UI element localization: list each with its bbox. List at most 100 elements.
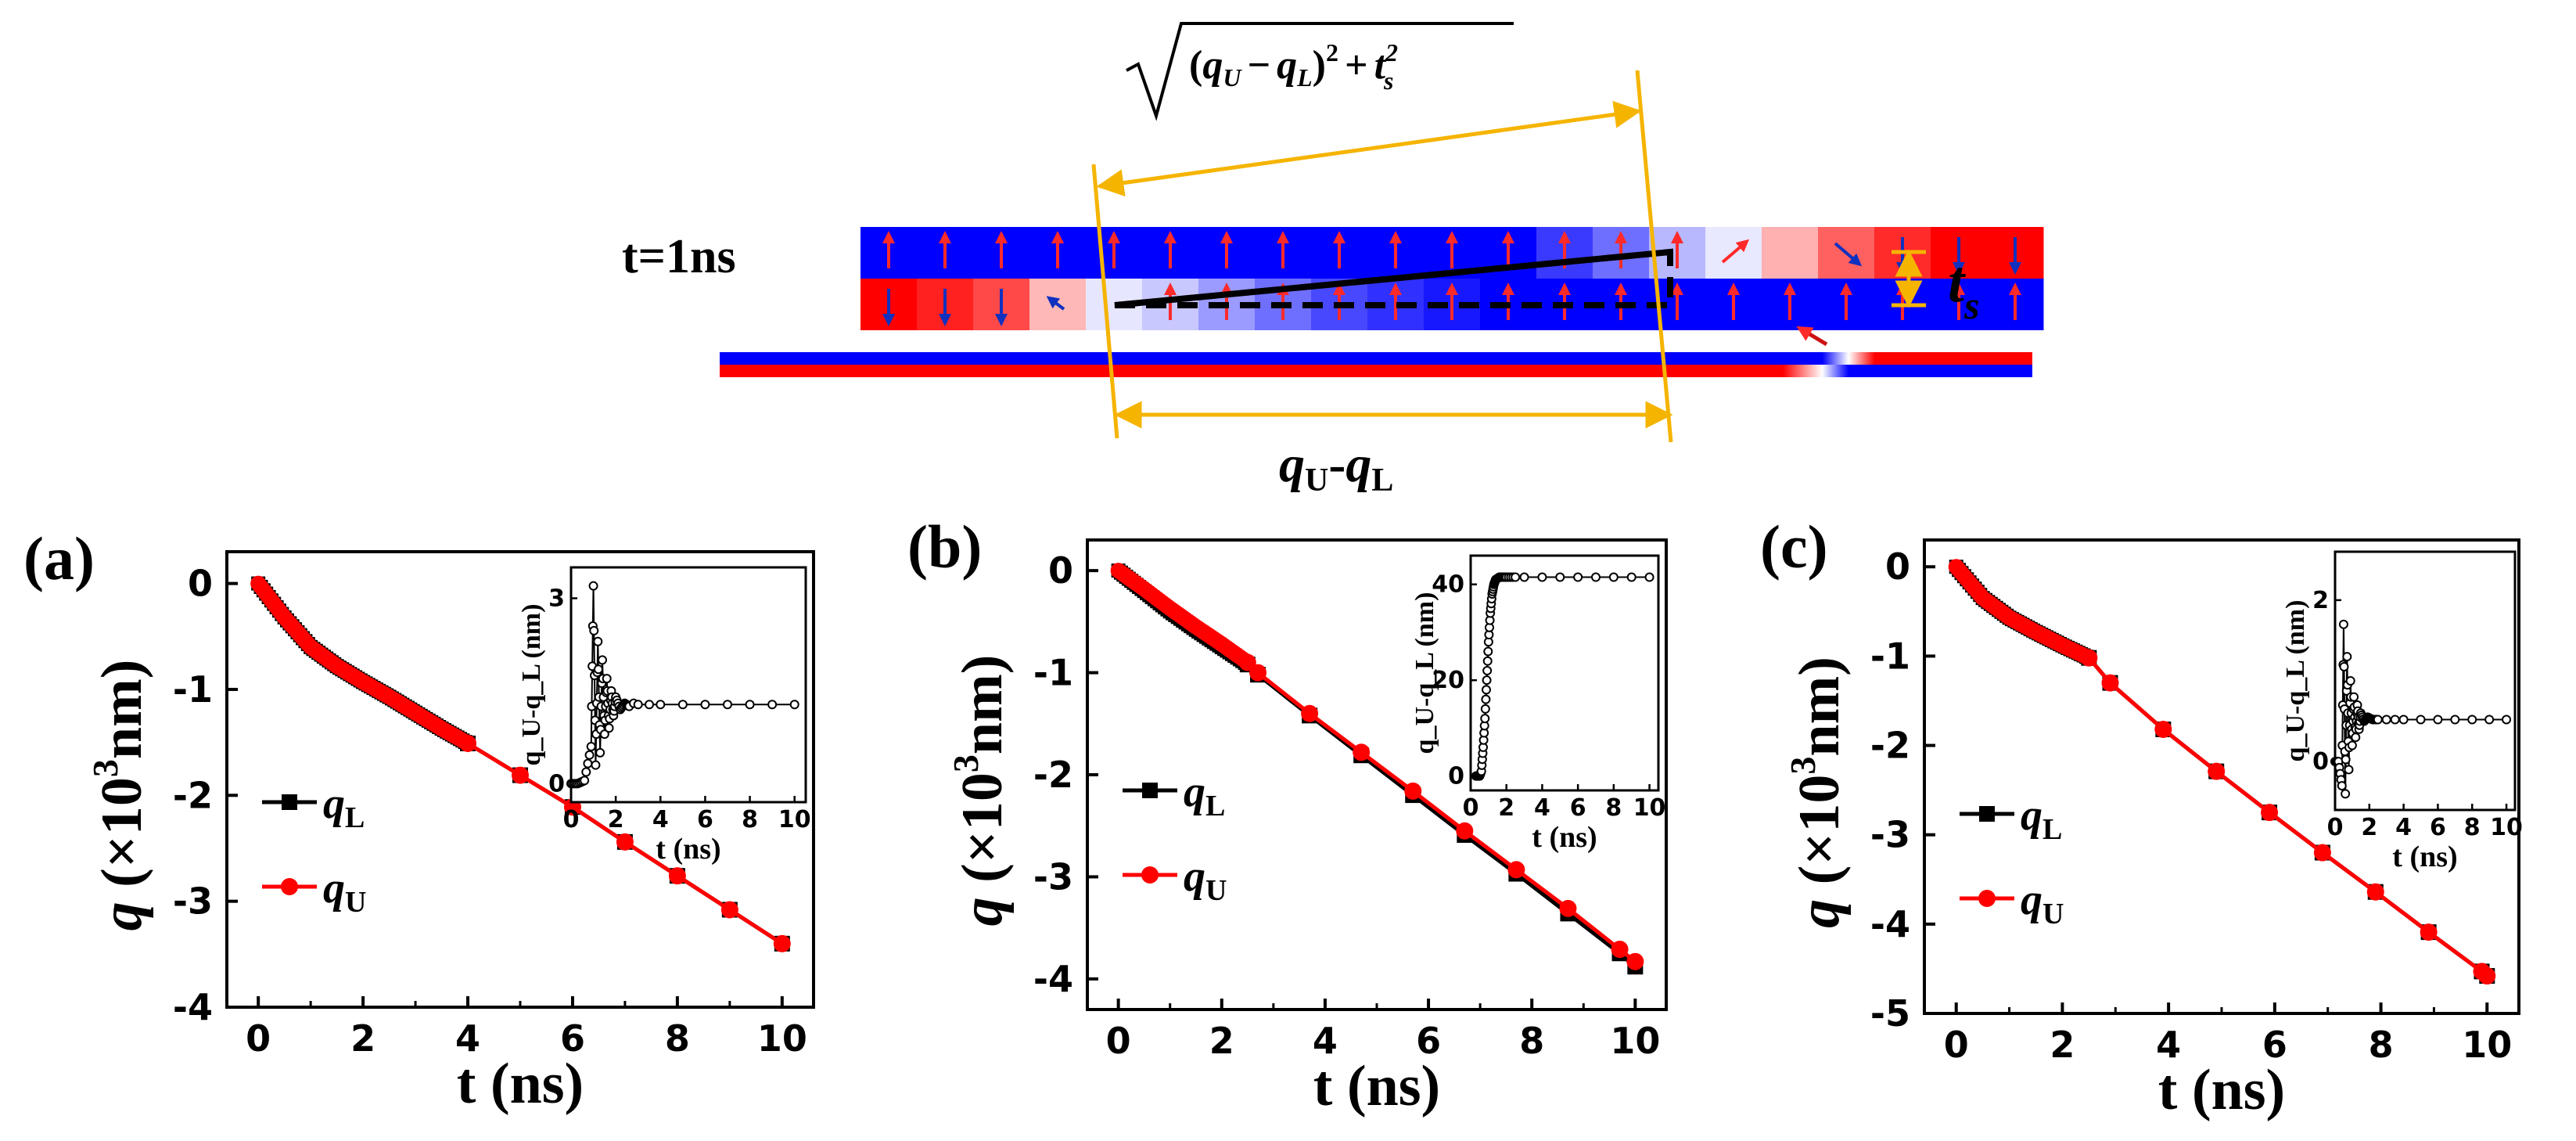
inset-x-tick-label: 10 [1633,794,1666,822]
inset-data-point [2341,754,2351,765]
inset-x-tick-label: 4 [652,806,669,833]
inset-x-tick-label: 0 [1463,794,1479,822]
legend-label: qL [2021,791,2062,846]
inset-data-point [1626,572,1636,582]
inset-data-point [2373,714,2383,725]
inset-data-point [2381,714,2391,725]
inset-chart: 0 2 4 6 8 10 0 3 t (ns) q_U-q_L (nm) [517,566,811,866]
inset-data-point [645,700,654,710]
inset-data-point [1573,572,1583,582]
legend-sub: U [345,886,366,919]
inset-data-point [602,674,612,684]
data-point-qU [1404,782,1422,800]
data-point-qU [1301,704,1319,722]
legend-q: q [1184,768,1205,816]
inset-data-point [2433,714,2443,725]
inset-y-tick-label: 0 [2312,748,2329,776]
inset-data-point [2345,676,2355,686]
legend-sub: U [1205,874,1227,907]
legend-q: q [323,779,345,828]
panel-label: (c) [1760,513,1828,581]
inset-data-point [677,700,688,710]
inset-data-point [2344,765,2354,775]
inset-x-tick-label: 8 [1605,794,1622,822]
moment-arrow-icon [1834,242,1863,267]
inset-data-point [583,758,593,768]
data-point-qU [2080,649,2098,667]
inset-data-point [723,700,732,710]
inset-x-label: t (ns) [1532,821,1597,854]
data-point-qU [1626,952,1644,970]
y-tick-label: -3 [173,880,213,923]
position-pointer-arrow [1796,326,1828,347]
y-label-tail: nm) [1787,657,1852,756]
data-point-qU [616,833,634,851]
data-point-qU [1249,664,1267,682]
inset-y-tick-label: 0 [548,770,565,797]
x-tick-label: 2 [1209,1020,1234,1062]
y-tick-label: -3 [1033,855,1073,898]
inset-data-point [591,760,601,770]
y-label-q: q [90,887,154,931]
inset-data-point [1482,656,1493,666]
inset-data-point [2341,789,2351,799]
dashed-triangle [1114,248,1673,308]
panel-label: (b) [907,513,982,581]
inset-data-point [593,636,603,646]
inset-x-tick-label: 6 [2430,814,2446,841]
inset-data-point [1482,665,1493,675]
panel-c: (c)0 2 4 6 8 100-1-2-3-4-5t (ns)q (×103nm)qLq… [1760,513,2523,1122]
x-tick-label: 10 [1610,1020,1660,1062]
y-tick-label: -1 [1033,652,1073,694]
inset-data-point [2398,714,2409,725]
inset-x-tick-label: 2 [1498,794,1514,822]
legend-q: q [2021,876,2042,924]
inset-data-point [594,664,603,675]
inset-data-point [2502,714,2512,725]
x-tick-label: 6 [1416,1020,1441,1062]
data-point-qU [1507,861,1525,879]
data-point-qU [2366,883,2384,901]
y-tick-label: -2 [173,774,213,816]
data-point-qU [720,901,738,919]
legend-marker [282,794,297,810]
data-point-qU [2154,721,2172,738]
x-tick-label: 6 [2262,1024,2287,1066]
y-axis-label: q (×103nm) [946,655,1015,927]
inset-data-point [1519,572,1529,582]
legend-marker [1979,806,1995,822]
data-point-qU [1611,941,1629,959]
inset-data-point [2484,714,2495,725]
inset-data-point [1644,572,1654,582]
y-tick-label: -2 [1033,754,1073,796]
x-tick-label: 4 [2156,1024,2181,1066]
x-tick-label: 0 [1944,1024,1969,1066]
x-tick-label: 4 [455,1017,480,1060]
inset-data-point [2339,661,2349,671]
y-tick-label: 0 [188,563,213,605]
inset-data-point [656,700,666,710]
svg-text:(qU−qL)2+t2s: (qU − qL)2 + t2 s [1189,38,1398,95]
y-label-q: q [1787,884,1852,928]
hypotenuse-arrow [1096,101,1642,196]
inset-data-point [2349,692,2359,702]
x-tick-label: 8 [2369,1024,2394,1066]
inset-frame [1469,554,1660,792]
inset-x-tick-label: 4 [2395,814,2412,841]
y-label-q: q [950,883,1015,927]
legend-sub: U [2042,898,2064,930]
x-tick-label: 8 [1519,1020,1544,1062]
inset-data-point [1608,572,1619,582]
y-label-unit: (×10 [1787,775,1852,885]
inset-y-tick-label: 20 [1432,667,1464,694]
inset-frame [569,566,807,804]
inset-y-label: q_U-q_L (nm) [2281,600,2310,762]
x-tick-label: 6 [560,1017,585,1060]
inset-x-tick-label: 10 [778,806,811,833]
inset-y-label: q_U-q_L (nm) [517,604,546,766]
inset-x-tick-label: 10 [2490,814,2523,841]
legend-sub: L [345,801,365,834]
